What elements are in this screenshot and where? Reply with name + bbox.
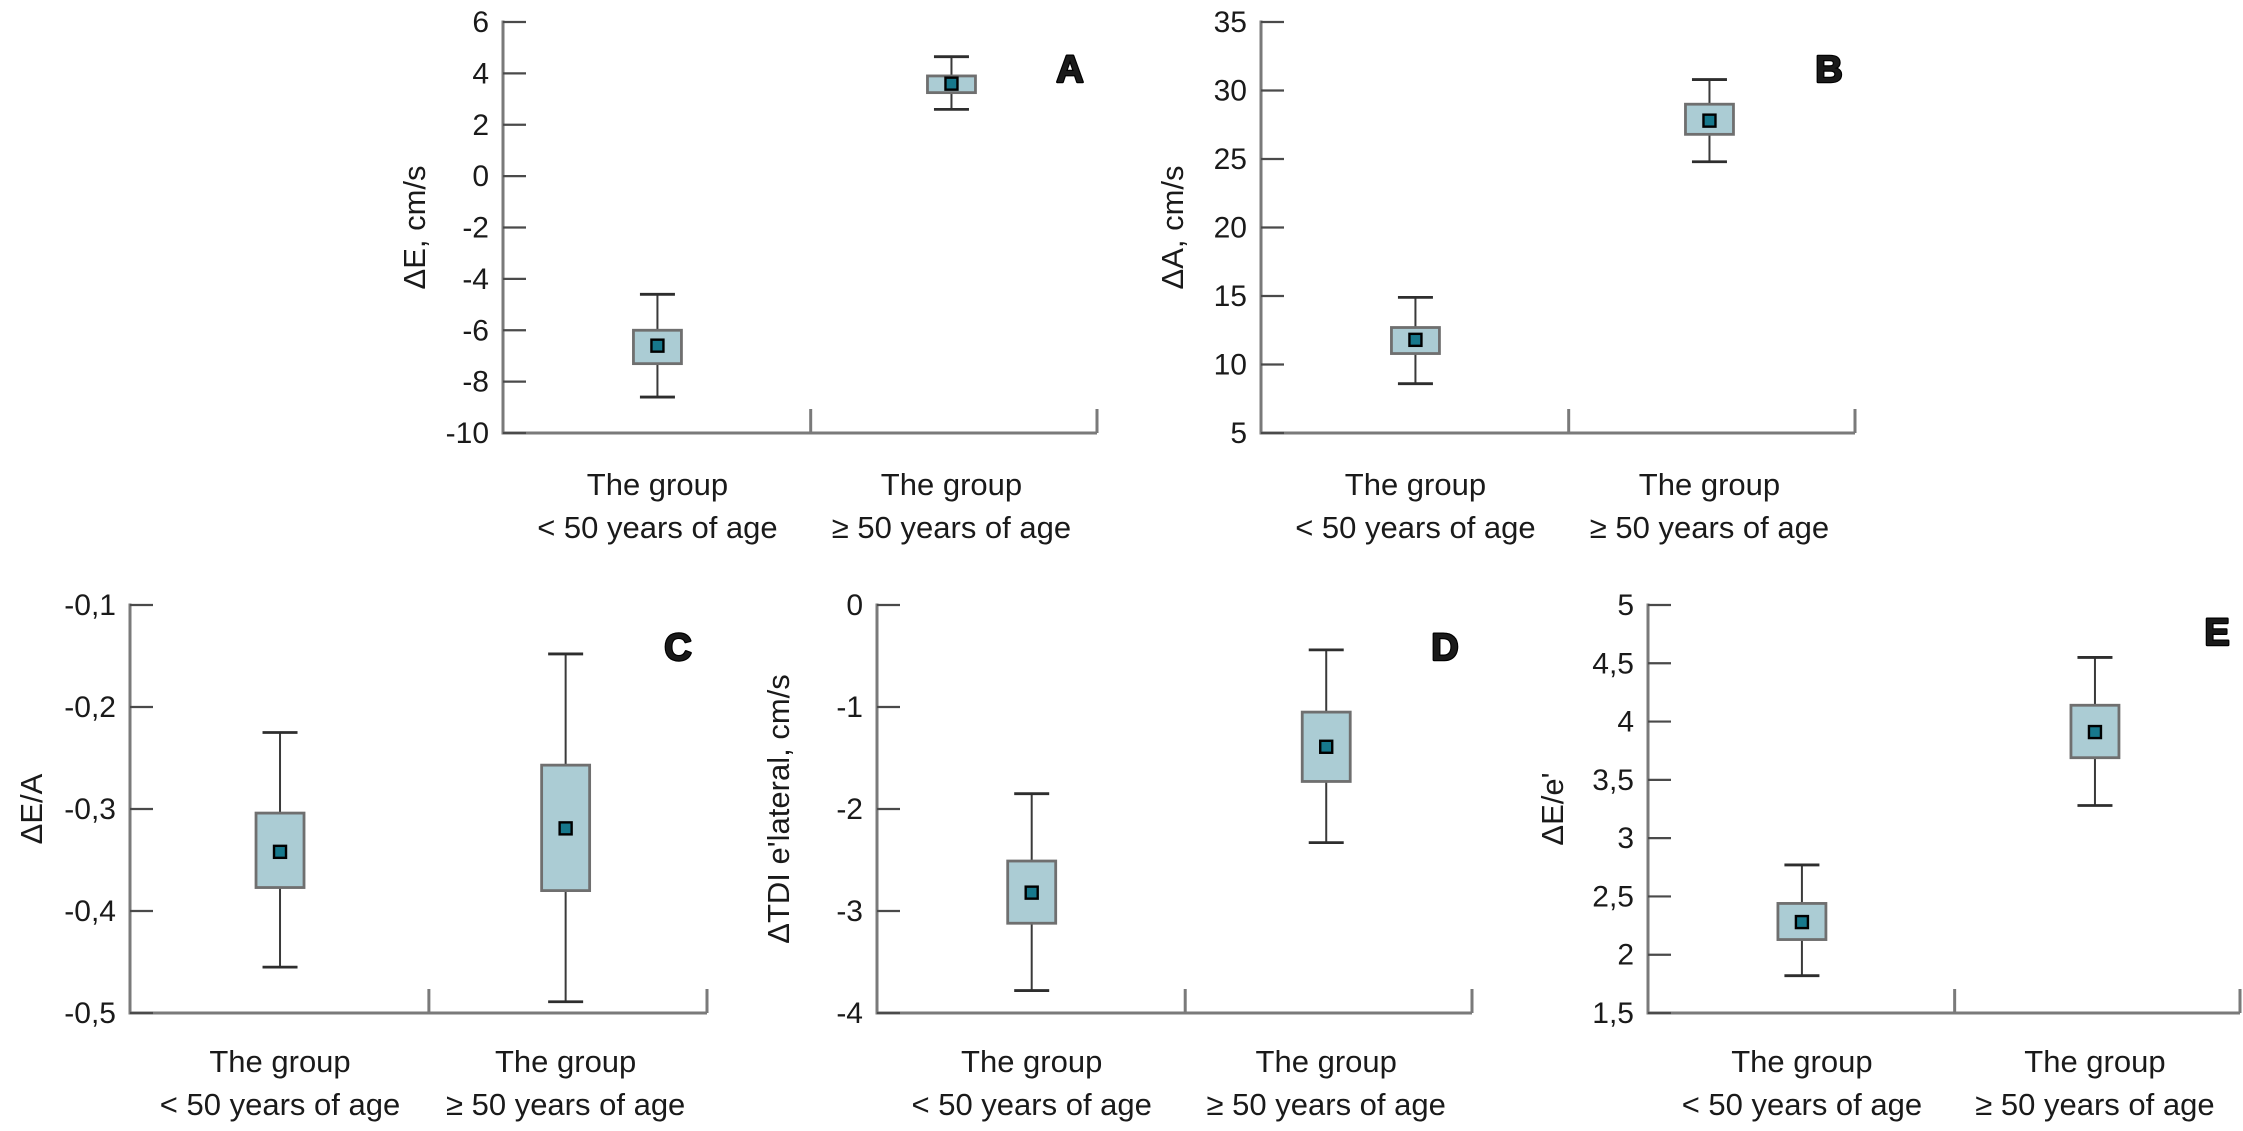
box-whisker-group [1390, 295, 1441, 386]
y-tick-label: 2 [472, 109, 489, 142]
panel-e-delta-e-eprime: 5 4,5 4 3,5 3 2,5 2 1,5 ΔE/e' The group < 50 years… [1535, 589, 2242, 1122]
y-tick-label: 2,5 [1592, 880, 1634, 913]
y-tick-label: 4 [1617, 706, 1634, 739]
y-tick-label: 5 [1617, 589, 1634, 622]
category-label-line2: < 50 years of age [1682, 1087, 1922, 1122]
y-axis-title: ΔE/e' [1535, 772, 1570, 845]
category-label-line2: ≥ 50 years of age [1590, 510, 1829, 545]
y-tick-label: 15 [1214, 280, 1247, 313]
y-tick-label: -0,4 [64, 895, 116, 928]
box-whisker-group [540, 652, 592, 1004]
y-tick-label: -1 [836, 691, 863, 724]
y-tick-label: 30 [1214, 75, 1247, 108]
y-tick-label: 4,5 [1592, 647, 1634, 680]
y-tick-label: 10 [1214, 349, 1247, 382]
y-tick-label: -10 [446, 417, 489, 450]
category-label-line1: The group [1256, 1044, 1397, 1079]
y-tick-label: -6 [462, 314, 489, 347]
box-whisker-group [632, 292, 683, 399]
panel-letter: C [664, 627, 691, 669]
category-label-line1: The group [209, 1044, 350, 1079]
category-label-line2: < 50 years of age [537, 510, 777, 545]
category-label-line1: The group [2024, 1044, 2165, 1079]
category-label-line1: The group [587, 467, 728, 502]
y-tick-label: -4 [462, 263, 489, 296]
y-axis-title: ΔA, cm/s [1155, 165, 1190, 289]
median-marker [1702, 113, 1717, 128]
y-tick-label: -0,2 [64, 691, 116, 724]
y-axis-title: ΔTDI e'lateral, cm/s [761, 674, 796, 944]
box-whisker-group [1776, 863, 1828, 978]
median-marker [1794, 914, 1810, 930]
box-whisker-group [1006, 792, 1058, 992]
panel-c-delta-e-a: -0,1 -0,2 -0,3 -0,4 -0,5 ΔE/A The group < 50 ye… [14, 589, 709, 1122]
category-label-line1: The group [1639, 467, 1780, 502]
median-marker [650, 338, 665, 353]
y-axis-title: ΔE/A [14, 773, 49, 844]
category-label-line2: ≥ 50 years of age [446, 1087, 685, 1122]
category-label-line2: ≥ 50 years of age [832, 510, 1071, 545]
y-tick-label: 35 [1214, 6, 1247, 39]
y-tick-label: 3 [1617, 822, 1634, 855]
panel-b-delta-a: 35 30 25 20 15 10 5 ΔA, cm/s The group < 50 years… [1155, 6, 1857, 545]
median-marker [558, 821, 573, 836]
category-label-line2: < 50 years of age [1295, 510, 1535, 545]
y-tick-label: 5 [1230, 417, 1247, 450]
y-tick-label: -0,1 [64, 589, 116, 622]
category-label-line2: < 50 years of age [911, 1087, 1151, 1122]
y-tick-label: -8 [462, 366, 489, 399]
category-label-line1: The group [1345, 467, 1486, 502]
panel-letter: D [1431, 627, 1458, 669]
y-tick-label: 20 [1214, 212, 1247, 245]
y-tick-label: 3,5 [1592, 764, 1634, 797]
category-label-line2: ≥ 50 years of age [1207, 1087, 1446, 1122]
y-tick-label: -4 [836, 997, 863, 1030]
y-tick-label: 25 [1214, 143, 1247, 176]
y-tick-label: -2 [836, 793, 863, 826]
y-tick-label: 6 [472, 6, 489, 39]
y-tick-label: 4 [472, 57, 489, 90]
y-axis-title: ΔE, cm/s [397, 165, 432, 289]
category-label-line2: ≥ 50 years of age [1975, 1087, 2214, 1122]
box-whisker-group [254, 731, 306, 969]
median-marker [272, 844, 288, 860]
median-marker [2087, 724, 2103, 740]
y-tick-label: 2 [1617, 939, 1634, 972]
y-tick-label: -0,3 [64, 793, 116, 826]
category-label-line1: The group [1731, 1044, 1872, 1079]
y-tick-label: 1,5 [1592, 997, 1634, 1030]
y-tick-label: 0 [472, 160, 489, 193]
median-marker [944, 76, 959, 91]
box-whisker-group [926, 55, 977, 111]
panel-letter: E [2204, 612, 2229, 654]
box-whisker-group [1684, 78, 1735, 164]
category-label-line1: The group [495, 1044, 636, 1079]
category-label-line2: < 50 years of age [160, 1087, 400, 1122]
panel-letter: A [1056, 49, 1083, 91]
panel-d-delta-tdi: 0 -1 -2 -3 -4 ΔTDI e'lateral, cm/s The group < … [761, 589, 1474, 1122]
median-marker [1408, 332, 1423, 348]
box-whisker-group [2069, 656, 2121, 807]
category-label-line1: The group [881, 467, 1022, 502]
category-label-line1: The group [961, 1044, 1102, 1079]
panel-letter: B [1815, 49, 1842, 91]
y-tick-label: -0,5 [64, 997, 116, 1030]
y-tick-label: -2 [462, 212, 489, 245]
y-tick-label: -3 [836, 895, 863, 928]
median-marker [1024, 885, 1039, 900]
panel-a-delta-e: 6 4 2 0 -2 -4 -6 -8 -10 ΔE, cm/s The group < 50 yea… [397, 6, 1099, 545]
y-tick-label: 0 [846, 589, 863, 622]
box-whisker-group [1300, 648, 1352, 845]
median-marker [1319, 739, 1334, 754]
